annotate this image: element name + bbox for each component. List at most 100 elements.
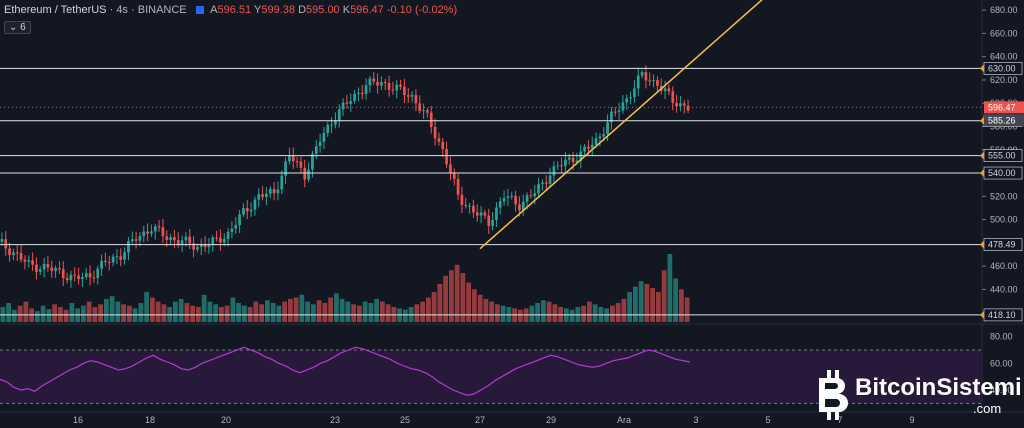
volume-bar — [615, 302, 621, 322]
volume-bar — [518, 309, 523, 322]
candle-body — [636, 75, 640, 89]
candle-body — [410, 94, 414, 97]
y-tick-label: 520.00 — [990, 191, 1018, 201]
volume-bar — [242, 305, 247, 322]
x-tick-label: 9 — [909, 415, 914, 425]
volume-bar — [426, 297, 431, 322]
rsi-tick-label: 60.00 — [990, 358, 1013, 368]
level-tag-arrow — [980, 240, 984, 249]
volume-bar — [495, 304, 500, 322]
volume-bar — [380, 301, 385, 322]
candle-body — [667, 88, 671, 92]
candle-body — [675, 102, 678, 107]
x-tick-label: 25 — [400, 415, 410, 425]
candle-body — [268, 188, 272, 194]
candle-body — [326, 124, 330, 134]
candle-body — [502, 198, 506, 202]
current-price-label: 596.47 — [988, 102, 1016, 112]
symbol-name[interactable]: Ethereum / TetherUS — [4, 4, 107, 16]
x-tick-label: 27 — [475, 415, 485, 425]
candle-body — [399, 84, 402, 87]
volume-bar — [587, 301, 592, 322]
candle-body — [479, 212, 483, 216]
candle-body — [226, 231, 230, 239]
candle-body — [188, 236, 192, 244]
volume-bar — [673, 278, 678, 322]
volume-bar — [581, 305, 586, 322]
candle-body — [291, 155, 295, 162]
trendline — [479, 0, 763, 250]
candle-body — [468, 205, 471, 207]
candle-body — [594, 138, 598, 145]
volume-bar — [109, 296, 115, 322]
indicators-toggle[interactable]: ⌄ 6 — [4, 21, 31, 34]
candle-body — [656, 80, 659, 86]
candle-body — [483, 212, 487, 216]
candle-body — [314, 146, 318, 154]
volume-bar — [35, 311, 40, 322]
candle-body — [27, 260, 31, 262]
candle-body — [96, 268, 100, 278]
change-value: -0.10 (-0.02%) — [386, 4, 458, 16]
candle-body — [475, 212, 479, 216]
candle-body — [192, 243, 195, 250]
interval-label[interactable]: 4s — [116, 4, 128, 16]
volume-bar — [173, 301, 178, 322]
candle-body — [610, 111, 613, 123]
candle-body — [441, 141, 445, 150]
candle-body — [521, 201, 525, 211]
candle-body — [575, 160, 579, 163]
candle-body — [583, 146, 586, 152]
volume-bar — [155, 301, 161, 322]
volume-bar — [207, 301, 213, 322]
volume-bar — [385, 304, 391, 322]
candle-body — [222, 238, 226, 243]
candle-body — [383, 82, 387, 84]
volume-bar — [362, 301, 368, 322]
candle-body — [111, 256, 115, 263]
volume-bar — [500, 305, 506, 322]
candle-body — [495, 207, 498, 220]
volume-bar — [12, 309, 17, 322]
candle-body — [215, 237, 218, 239]
y-tick-label: 660.00 — [990, 28, 1018, 38]
volume-bar — [150, 297, 155, 322]
volume-bar — [466, 282, 471, 322]
candle-body — [84, 273, 88, 277]
volume-bar — [368, 302, 374, 322]
volume-bar — [63, 309, 69, 322]
candle-body — [238, 214, 241, 226]
level-tag-arrow — [980, 151, 984, 160]
volume-bar — [650, 288, 655, 322]
candle-body — [391, 89, 395, 91]
volume-bar — [81, 305, 86, 322]
volume-bar — [431, 292, 437, 322]
volume-bar — [40, 305, 46, 322]
candle-body — [15, 252, 19, 254]
volume-bar — [305, 301, 310, 322]
candle-body — [372, 78, 376, 82]
volume-bar — [201, 294, 207, 322]
candle-body — [253, 199, 257, 210]
candle-body — [303, 167, 307, 180]
volume-bar — [644, 283, 650, 322]
candle-body — [422, 110, 425, 112]
candle-body — [100, 260, 103, 269]
candle-body — [567, 157, 571, 160]
volume-bar — [311, 304, 316, 322]
candle-body — [337, 109, 341, 121]
chart-header: Ethereum / TetherUS · 4s · BINANCE A596.… — [4, 4, 458, 16]
candle-body — [130, 239, 134, 242]
volume-bar — [230, 297, 236, 322]
y-tick-label: 680.00 — [990, 5, 1018, 15]
candle-body — [487, 215, 491, 226]
candle-body — [472, 205, 475, 213]
candle-body — [644, 72, 648, 81]
candle-body — [663, 88, 667, 91]
candle-body — [73, 274, 77, 276]
candle-body — [418, 103, 422, 111]
candle-body — [556, 165, 560, 167]
rsi-line — [0, 346, 691, 396]
candle-body — [272, 188, 276, 194]
